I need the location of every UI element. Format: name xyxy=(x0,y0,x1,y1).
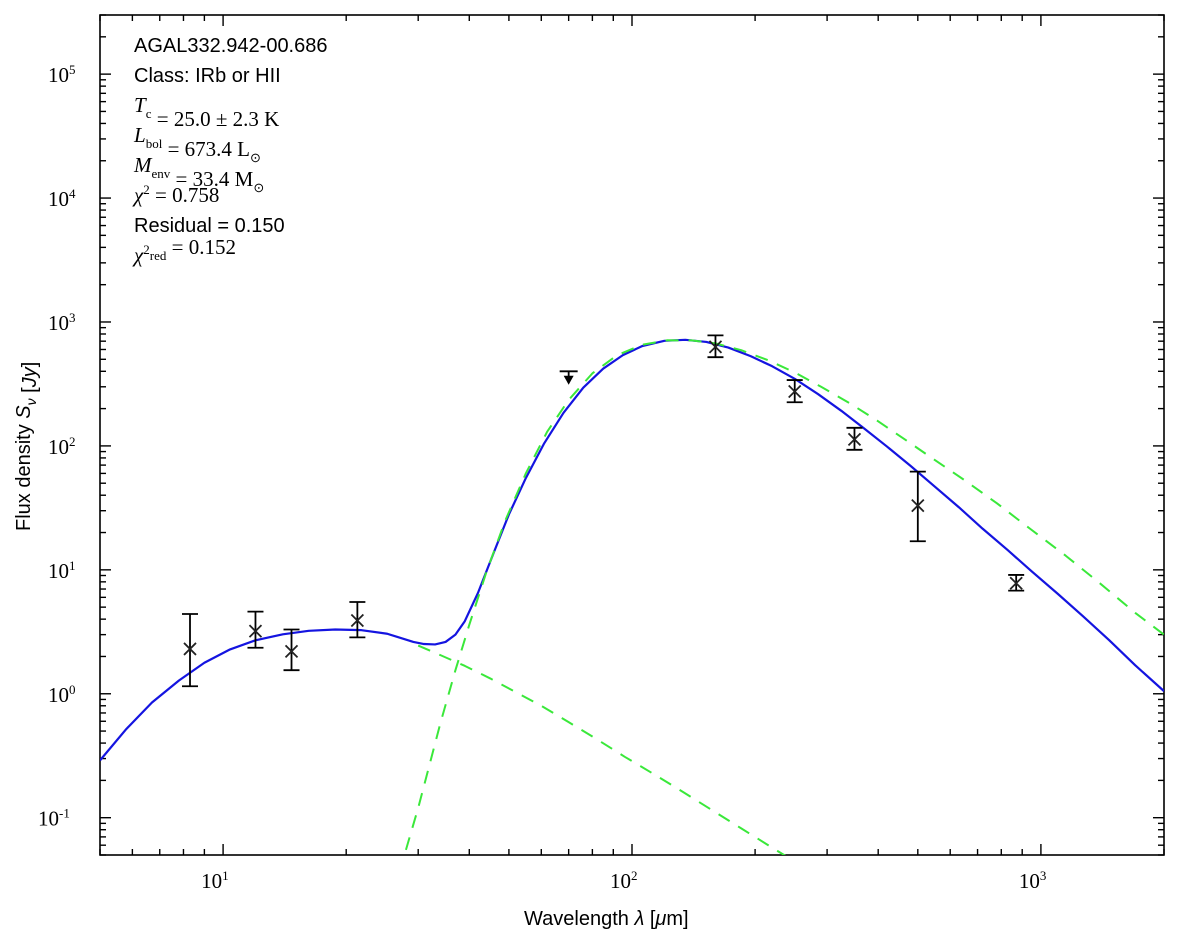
x-tick-label: 103 xyxy=(1019,868,1046,893)
annotation-luminosity: Lbol = 673.4 L⊙ xyxy=(133,123,261,165)
y-tick-label: 10-1 xyxy=(38,806,70,831)
annotation-class: Class: IRb or HII xyxy=(134,65,281,87)
data-marker-x xyxy=(248,624,263,638)
data-marker-x xyxy=(708,340,723,354)
y-axis-title: Flux density Sν [Jy] xyxy=(13,362,41,531)
y-tick-label: 104 xyxy=(48,186,76,211)
x-axis-title: Wavelength λ [μm] xyxy=(524,908,689,930)
annotation-source-name: AGAL332.942-00.686 xyxy=(134,35,328,57)
y-tick-label: 102 xyxy=(48,434,76,459)
y-tick-label: 101 xyxy=(48,558,76,583)
annotation-mass: Menv = 33.4 M⊙ xyxy=(133,153,264,195)
x-tick-label: 102 xyxy=(610,868,638,893)
annotation-residual: Residual = 0.150 xyxy=(134,215,285,237)
data-marker-x xyxy=(788,384,802,399)
data-marker-x xyxy=(350,613,365,628)
data-marker-x xyxy=(183,642,197,656)
plot-data-layer xyxy=(100,334,1164,855)
cold-component-curve xyxy=(404,339,1164,851)
annotation-temperature: Tc = 25.0 ± 2.3 K xyxy=(134,93,279,131)
y-tick-label: 100 xyxy=(48,682,76,707)
data-marker-x xyxy=(1009,576,1023,590)
data-marker-x xyxy=(847,432,862,446)
plot-frame xyxy=(99,14,1165,856)
data-marker-x xyxy=(911,498,925,513)
y-tick-label: 103 xyxy=(48,310,76,335)
warm-component-curve xyxy=(417,644,786,855)
y-tick-label: 105 xyxy=(48,62,76,87)
annotation-chi2-red: χ2red = 0.152 xyxy=(132,235,236,267)
x-tick-label: 101 xyxy=(201,868,229,893)
upper-limit-arrow xyxy=(563,375,574,385)
total-model-curve xyxy=(100,338,1164,762)
data-marker-x xyxy=(284,644,299,658)
annotation-chi2: χ2 = 0.758 xyxy=(132,182,219,207)
